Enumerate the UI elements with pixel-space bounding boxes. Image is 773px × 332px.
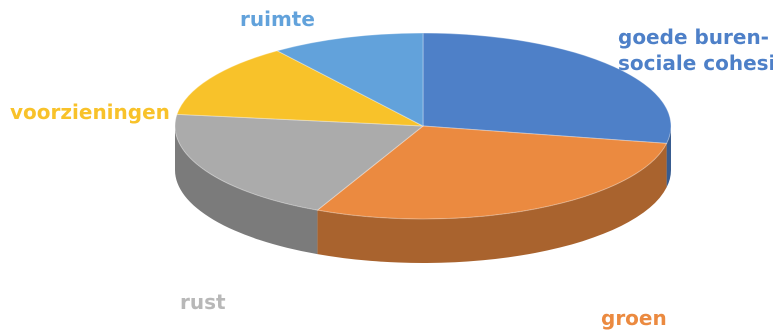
pie-side-goede-buren-sociale-cohesie bbox=[666, 126, 671, 188]
pie-slice-groen bbox=[316, 125, 668, 220]
pie-side-groen bbox=[317, 143, 667, 263]
pie-label-ruimte: ruimte bbox=[240, 7, 315, 31]
pie-slice-ruimte bbox=[275, 32, 424, 127]
pie-label-goede-buren-sociale-cohesie: goede buren-sociale cohesie bbox=[618, 25, 773, 75]
pie-slice-voorzieningen bbox=[176, 50, 424, 127]
pie-label-voorzieningen: voorzieningen bbox=[10, 100, 170, 124]
pie-label-groen: groen bbox=[601, 306, 667, 330]
pie-slice-rust bbox=[174, 113, 425, 211]
pie-slices bbox=[174, 32, 672, 220]
pie-depth bbox=[175, 126, 671, 263]
pie-side-rust bbox=[175, 126, 318, 255]
pie-slice-goede-buren-sociale-cohesie bbox=[422, 32, 672, 144]
pie-labels: goede buren-sociale cohesie groen rust voor… bbox=[10, 7, 773, 330]
pie-label-rust: rust bbox=[180, 290, 226, 314]
